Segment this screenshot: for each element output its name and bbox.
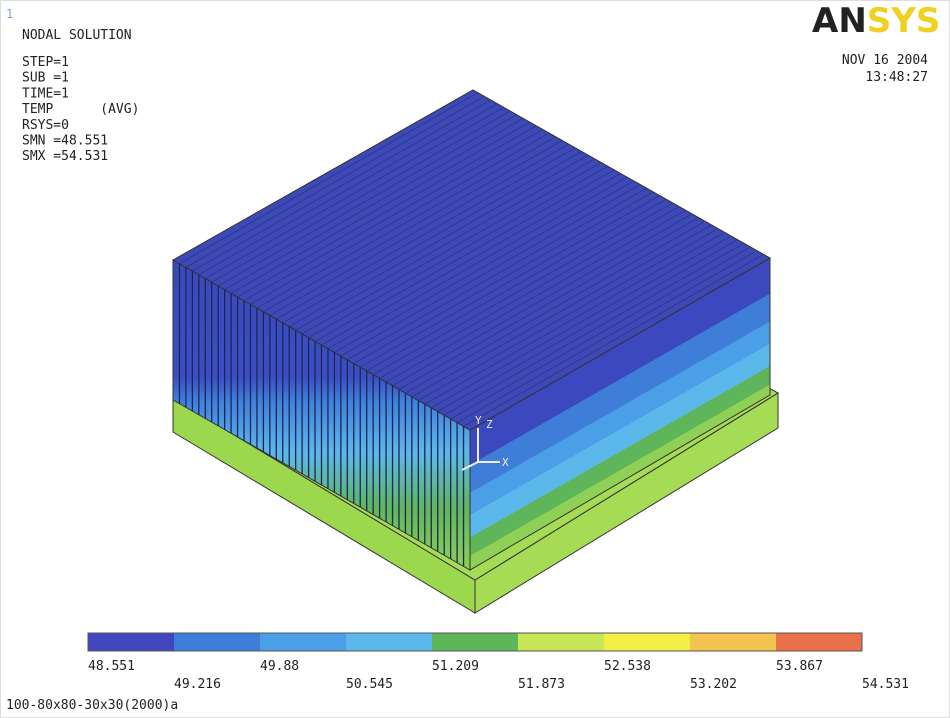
info-line: SMN =48.551 [22,134,108,149]
fin-top-edge [347,188,647,361]
legend-label: 49.88 [260,659,299,674]
fins [178,92,763,567]
fin-top-edge [424,232,724,405]
fin-top-edge [269,143,569,316]
legend-swatch [346,633,432,651]
fin-top-edge [237,125,537,298]
fin-top-edge [418,228,718,401]
fin-top-edge [308,166,608,338]
legend-label: 50.545 [346,677,393,692]
fin-top-edge [327,177,627,350]
fin-top-edge [256,136,556,309]
legend-label: 51.209 [432,659,479,674]
logo-part: AN [812,1,867,41]
fin-top-edge [205,106,504,279]
triad-label: Z [486,418,493,431]
info-line: SUB =1 [22,71,69,86]
legend-swatch [776,633,862,651]
fin-top-edge [340,184,640,357]
fin-top-edge [301,162,601,335]
fin-top-edge [295,158,595,331]
fin-top-edge [372,203,672,375]
info-line: TIME=1 [22,86,69,101]
date: NOV 16 2004 [842,53,928,68]
info-line: TEMP (AVG) [22,102,139,117]
fin-top-edge [198,103,498,276]
fin-top-edge [360,195,659,368]
fin-top-edge [243,129,543,301]
fin-top-edge [353,191,653,364]
fin-top-edge [392,214,692,386]
fin-top-edge [405,221,705,394]
legend-label: 53.202 [690,677,737,692]
fin-top-edge [443,243,743,416]
fin-top-edge [456,251,756,423]
fin-top-edge [185,95,485,268]
footer: 100-80x80-30x30(2000)a [6,698,178,713]
legend-swatch [604,633,690,651]
legend-border [87,632,863,652]
logo-part: SYS [867,1,941,41]
info-line: RSYS=0 [22,118,69,133]
fin-top-edge [211,110,511,283]
info-line: STEP=1 [22,55,69,70]
fin-top-edge [230,121,530,294]
legend-swatch [518,633,604,651]
triad-axis [461,461,479,471]
fin-top-edge [321,173,621,346]
legend-label: 52.538 [604,659,651,674]
legend-label: 48.551 [88,659,135,674]
window-number: 1 [6,7,13,21]
fin-top-edge [431,236,730,409]
fin-top-edge [276,147,576,320]
legend-swatch [260,633,346,651]
fin-top-edge [411,225,711,398]
legend-swatch [88,633,174,651]
fin-top-edge [314,169,614,342]
fin-top-edge [250,132,550,305]
legend-label: 49.216 [174,677,221,692]
logo: ANSYS [812,1,940,41]
legend: 48.551 49.216 49.88 50.545 51.209 51.873 52.53… [87,632,909,692]
info-line: SMX =54.531 [22,149,108,164]
triad-label: Y [475,414,482,427]
triad: Y Z X [461,414,509,471]
fin-top-edge [217,114,517,287]
info-line: NODAL SOLUTION [22,28,132,43]
fin-top-edge [379,206,679,379]
legend-label: 53.867 [776,659,823,674]
legend-label: 51.873 [518,677,565,692]
legend-swatch [174,633,260,651]
fin-top-edge [289,155,588,327]
legend-label: 54.531 [862,677,909,692]
time: 13:48:27 [865,70,928,85]
model: Y Z X [171,89,779,614]
legend-swatch [690,633,776,651]
fin-top-edge [437,240,737,412]
fin-top-edge [179,92,479,265]
fin-top-edge [192,99,492,272]
fin-top-edge [366,199,666,372]
fin-top-edge [463,254,763,427]
fin-top-edge [224,118,524,290]
legend-swatch [432,633,518,651]
fin-top-edge [334,180,634,353]
fin-top-edge [450,247,750,420]
triad-label: X [502,456,509,469]
fin-top-edge [263,140,563,313]
fin-top-edge [385,210,685,383]
fin-top-edge [398,217,698,390]
fin-top-edge [282,151,582,324]
